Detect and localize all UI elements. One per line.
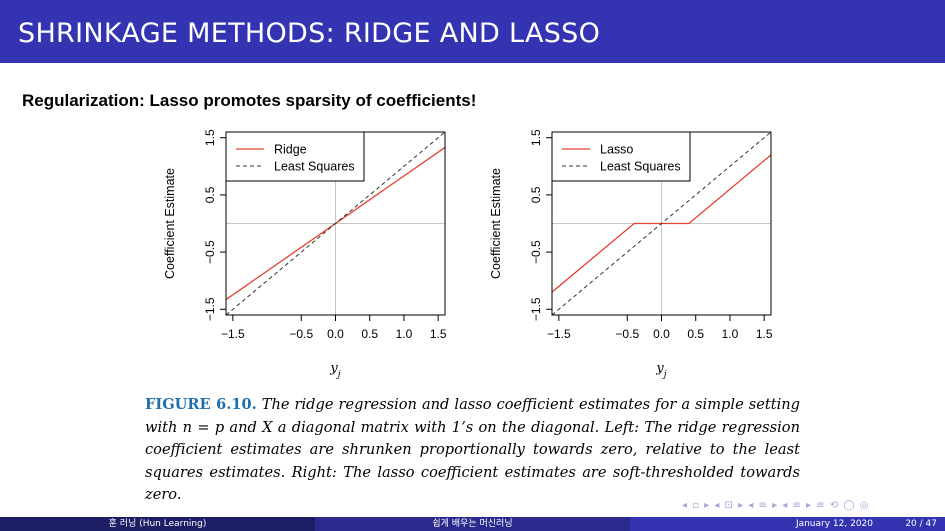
slide-header: SHRINKAGE METHODS: RIDGE AND LASSO xyxy=(0,0,945,63)
lasso-chart: −1.5 −0.5 0.0 0.5 1.0 1.5 −1.5 −0.5 0.5 1.5 Coeffi… xyxy=(466,118,786,388)
legend-box xyxy=(225,131,365,182)
series-line-least-squares xyxy=(226,132,445,315)
y-axis-label: Coefficient Estimate xyxy=(489,168,503,279)
y-tick-label: −1.5 xyxy=(529,297,543,321)
slide-subtitle: Regularization: Lasso promotes sparsity … xyxy=(22,91,477,110)
footer-title: 쉽게 배우는 머신러닝 xyxy=(315,517,630,531)
ridge-chart-svg: −1.5 −0.5 0.0 0.5 1.0 1.5 −1.5 −0.5 0.5 1.5 Coeffi… xyxy=(163,129,447,380)
legend-box xyxy=(551,131,691,182)
ridge-chart: −1.5 −0.5 0.0 0.5 1.0 1.5 −1.5 −0.5 0.5 1.5 Coeffi… xyxy=(140,118,460,388)
y-tick-label: 1.5 xyxy=(529,129,543,146)
footer-author: 훈 러닝 (Hun Learning) xyxy=(0,517,315,531)
x-tick-label: −0.5 xyxy=(289,327,313,341)
footer-date: January 12, 2020 xyxy=(795,519,873,529)
x-tick-label: 1.5 xyxy=(430,327,447,341)
x-axis-label-subscript: j xyxy=(336,370,341,380)
slide-title: SHRINKAGE METHODS: RIDGE AND LASSO xyxy=(18,18,601,49)
x-tick-label: 0.0 xyxy=(653,327,670,341)
x-tick-label: 0.5 xyxy=(687,327,704,341)
slide-footer: 훈 러닝 (Hun Learning) 쉽게 배우는 머신러닝 January … xyxy=(0,517,945,531)
footer-info: January 12, 2020 20 / 47 xyxy=(630,517,945,531)
x-tick-label: 1.0 xyxy=(396,327,413,341)
x-tick-label: 0.5 xyxy=(361,327,378,341)
lasso-chart-svg: −1.5 −0.5 0.0 0.5 1.0 1.5 −1.5 −0.5 0.5 1.5 Coeffi… xyxy=(489,129,773,380)
y-axis-label: Coefficient Estimate xyxy=(163,168,177,279)
legend-label: Least Squares xyxy=(274,160,355,174)
y-tick-label: −1.5 xyxy=(203,297,217,321)
x-tick-label: −1.5 xyxy=(547,327,571,341)
y-tick-label: −0.5 xyxy=(529,240,543,264)
x-axis-label: yj xyxy=(655,361,666,380)
x-axis-label: yj xyxy=(329,361,340,380)
series-line-least-squares xyxy=(552,132,771,315)
y-tick-label: 0.5 xyxy=(203,186,217,203)
x-tick-label: −1.5 xyxy=(221,327,245,341)
figure-caption: FIGURE 6.10. The ridge regression and la… xyxy=(145,394,800,507)
legend-label: Ridge xyxy=(274,143,307,157)
x-tick-label: 1.5 xyxy=(756,327,773,341)
caption-label: FIGURE 6.10. xyxy=(145,396,257,413)
caption-body: The ridge regression and lasso coefficie… xyxy=(145,396,800,503)
x-axis-label-subscript: j xyxy=(662,370,667,380)
legend-label: Lasso xyxy=(600,143,633,157)
y-tick-label: 1.5 xyxy=(203,129,217,146)
beamer-navigation-icons[interactable]: ◂ ▫ ▸ ◂ ⊡ ▸ ◂ ≡ ▸ ◂ ≡ ▸ ≡ ⟲ ◯ ◎ xyxy=(682,500,870,511)
x-tick-label: 0.0 xyxy=(327,327,344,341)
legend-label: Least Squares xyxy=(600,160,681,174)
x-tick-label: −0.5 xyxy=(615,327,639,341)
footer-page-number: 20 / 47 xyxy=(905,519,937,529)
y-tick-label: 0.5 xyxy=(529,186,543,203)
y-tick-label: −0.5 xyxy=(203,240,217,264)
x-tick-label: 1.0 xyxy=(722,327,739,341)
